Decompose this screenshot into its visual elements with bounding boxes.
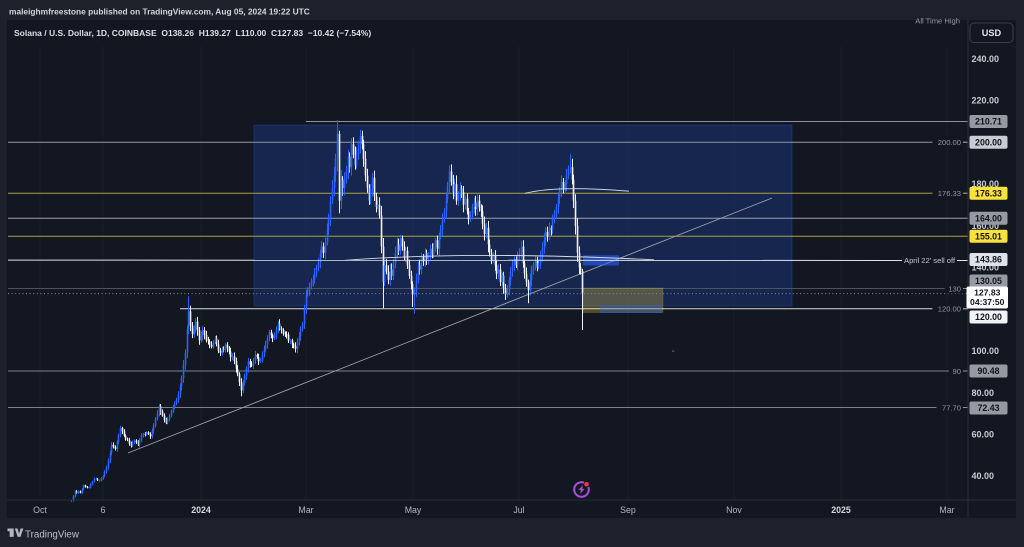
svg-text:155.01: 155.01: [975, 231, 1002, 241]
svg-text:176.33: 176.33: [938, 189, 961, 198]
svg-text:90: 90: [953, 367, 961, 376]
svg-text:127.83: 127.83: [974, 287, 1001, 297]
svg-text:140.00: 140.00: [972, 263, 1000, 273]
svg-text:maleighmfreestone published on: maleighmfreestone published on TradingVi…: [9, 7, 310, 17]
svg-text:April 22' sell off: April 22' sell off: [904, 256, 956, 265]
svg-text:All Time High: All Time High: [915, 17, 960, 26]
svg-text:130: 130: [948, 285, 961, 294]
svg-text:220.00: 220.00: [972, 96, 1000, 106]
svg-text:164.00: 164.00: [975, 214, 1002, 224]
svg-text:240.00: 240.00: [972, 54, 1000, 64]
svg-text:200.00: 200.00: [938, 138, 961, 147]
svg-text:200.00: 200.00: [975, 137, 1002, 147]
svg-text:Mar: Mar: [298, 505, 313, 515]
svg-text:100.00: 100.00: [972, 346, 1000, 356]
svg-text:176.33: 176.33: [975, 188, 1002, 198]
svg-text:160.00: 160.00: [972, 221, 1000, 231]
svg-text:6: 6: [101, 505, 106, 515]
svg-text:143.86: 143.86: [975, 255, 1002, 265]
svg-text:2024: 2024: [191, 505, 211, 515]
svg-text:Jul: Jul: [513, 505, 524, 515]
svg-text:120.00: 120.00: [975, 312, 1002, 322]
svg-text:120.00: 120.00: [938, 305, 961, 314]
svg-text:Nov: Nov: [726, 505, 742, 515]
svg-text:Sep: Sep: [620, 505, 636, 515]
svg-text:04:37:50: 04:37:50: [970, 297, 1005, 307]
svg-text:80.00: 80.00: [972, 388, 995, 398]
svg-text:2025: 2025: [831, 505, 851, 515]
svg-text:May: May: [405, 505, 422, 515]
svg-text:210.71: 210.71: [975, 117, 1002, 127]
svg-text:60.00: 60.00: [972, 429, 995, 439]
svg-text:TradingView: TradingView: [25, 530, 80, 541]
svg-text:Solana / U.S. Dollar, 1D, COIN: Solana / U.S. Dollar, 1D, COINBASE O138.…: [14, 28, 371, 38]
svg-text:180.00: 180.00: [972, 179, 1000, 189]
svg-text:77.70: 77.70: [942, 404, 961, 413]
svg-text:USD: USD: [982, 28, 1002, 38]
svg-text:130.05: 130.05: [975, 276, 1002, 286]
svg-text:40.00: 40.00: [972, 471, 995, 481]
svg-text:Oct: Oct: [33, 505, 47, 515]
svg-text:72.43: 72.43: [977, 403, 999, 413]
svg-text:Mar: Mar: [939, 505, 954, 515]
svg-text:90.48: 90.48: [977, 366, 999, 376]
